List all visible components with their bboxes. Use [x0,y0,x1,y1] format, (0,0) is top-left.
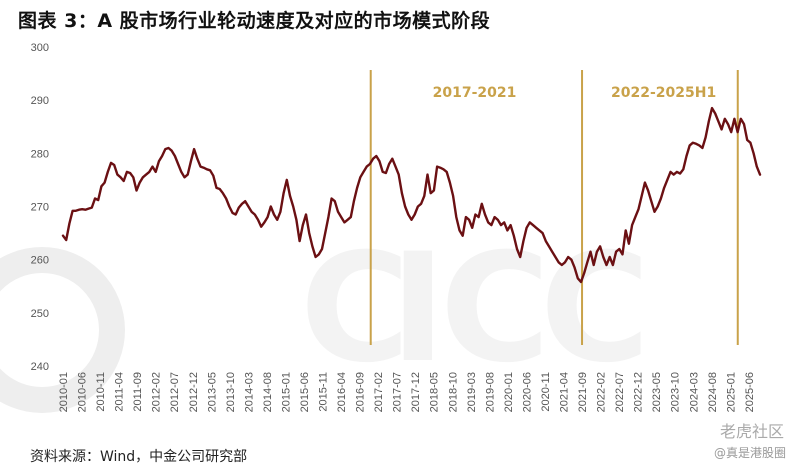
x-tick-label: 2013-05 [206,372,218,412]
x-tick-label: 2012-07 [169,372,181,412]
series-line [61,106,762,284]
x-tick-label: 2020-06 [521,372,533,412]
x-tick-label: 2019-03 [466,372,478,412]
x-tick-label: 2019-08 [484,372,496,412]
x-tick-label: 2023-10 [670,372,682,412]
x-tick-label: 2017-02 [373,372,385,412]
x-tick-label: 2014-03 [243,372,255,412]
x-tick-label: 2015-01 [280,372,292,412]
x-tick-label: 2022-07 [614,372,626,412]
x-tick-label: 2018-10 [447,372,459,412]
x-tick-label: 2014-08 [262,372,274,412]
x-tick-label: 2023-05 [651,372,663,412]
x-tick-label: 2016-09 [355,372,367,412]
period-label: 2022-2025H1 [611,85,716,101]
y-axis: 240 250 260 270 280 290 300 [31,42,49,373]
watermark-glyph: C [300,222,410,396]
period-labels: 2017-2021 2022-2025H1 [433,85,717,101]
x-tick-label: 2018-05 [429,372,441,412]
watermark-glyph: C [540,222,650,396]
x-tick-label: 2021-04 [559,372,571,412]
x-tick-label: 2020-11 [540,372,552,412]
x-tick-label: 2015-06 [299,372,311,412]
chart-title: 图表 3：A 股市场行业轮动速度及对应的市场模式阶段 [18,10,491,32]
x-tick-label: 2010-06 [77,372,89,412]
x-tick-label: 2024-03 [688,372,700,412]
x-tick-label: 2020-01 [503,372,515,412]
x-tick-label: 2011-09 [132,372,144,412]
x-tick-label: 2017-12 [410,372,422,412]
x-tick-label: 2013-10 [225,372,237,412]
x-tick-label: 2011-04 [114,372,126,412]
period-dividers [369,70,739,345]
x-tick-label: 2015-11 [318,372,330,412]
x-tick-label: 2017-07 [392,372,404,412]
watermark-text: 老虎社区 [719,422,784,441]
x-tick-label: 2012-12 [188,372,200,412]
watermark-glyph: I [390,222,446,396]
y-tick-label: 260 [31,255,49,267]
x-tick-label: 2022-12 [633,372,645,412]
y-tick-label: 280 [31,148,49,160]
x-tick-label: 2010-01 [58,372,70,412]
x-tick-label: 2024-08 [707,372,719,412]
x-tick-label: 2010-11 [95,372,107,412]
series-layer [61,106,762,284]
x-tick-label: 2025-01 [725,372,737,412]
watermark-glyph: C [440,222,550,396]
x-tick-label: 2022-02 [596,372,608,412]
y-tick-label: 270 [31,202,49,214]
period-label: 2017-2021 [433,85,517,101]
x-tick-label: 2021-09 [577,372,589,412]
watermark-subtext: @真是港股圈 [713,446,786,460]
x-tick-label: 2016-04 [336,372,348,412]
x-tick-label: 2012-02 [151,372,163,412]
y-tick-label: 290 [31,95,49,107]
y-tick-label: 300 [31,42,49,54]
y-tick-label: 240 [31,361,49,373]
source-note: 资料来源：Wind，中金公司研究部 [30,449,248,465]
x-axis: 2010-01 2010-06 2010-11 2011-04 2011-09 2012-… [58,372,756,412]
watermark-ring [0,247,125,413]
y-tick-label: 250 [31,308,49,320]
x-tick-label: 2025-06 [744,372,756,412]
